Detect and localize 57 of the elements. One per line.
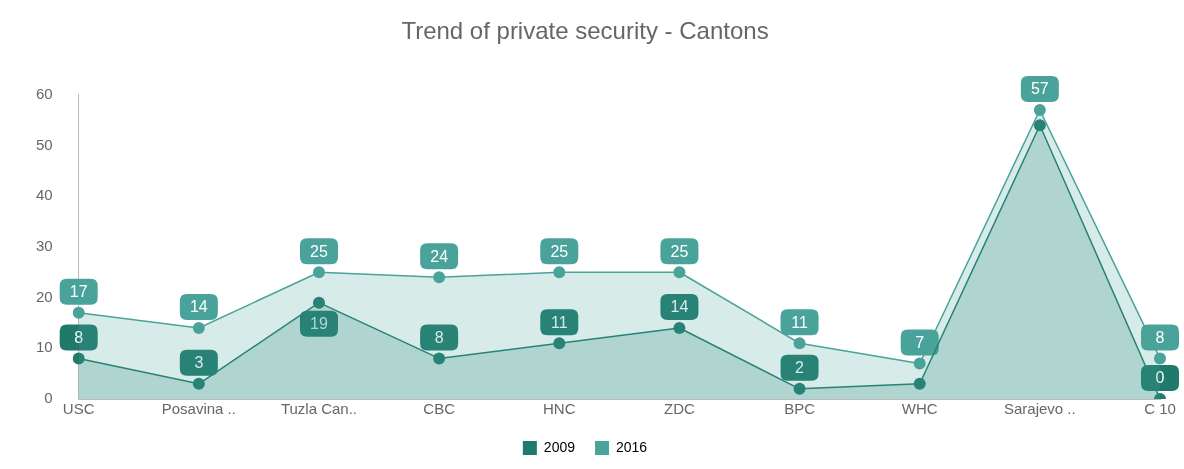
point — [433, 352, 446, 365]
data-label: 11 — [791, 313, 808, 331]
x-tick-label: CBC — [423, 400, 456, 418]
point — [673, 266, 686, 279]
data-label: 8 — [434, 328, 444, 346]
data-label: 14 — [189, 298, 208, 316]
data-label: 11 — [550, 313, 568, 331]
y-tick-label: 60 — [36, 84, 53, 102]
point — [553, 337, 566, 350]
y-tick-label: 40 — [36, 186, 53, 204]
data-label: 25 — [310, 242, 328, 260]
data-label: 8 — [74, 328, 84, 346]
data-label: 24 — [430, 247, 449, 265]
point — [192, 377, 205, 390]
x-tick-label: BPC — [784, 400, 816, 418]
point — [793, 337, 806, 350]
y-tick-label: 10 — [36, 338, 53, 356]
x-tick-label: ZDC — [664, 400, 695, 418]
data-label: 8 — [1155, 328, 1165, 346]
data-label: 25 — [670, 242, 689, 260]
point — [1033, 119, 1046, 132]
y-tick-label: 30 — [36, 237, 53, 255]
y-tick-label: 20 — [36, 287, 53, 305]
legend-label: 2009 — [543, 438, 576, 455]
point — [673, 322, 686, 335]
chart-title: Trend of private security - Cantons — [401, 17, 769, 45]
x-tick-label: C 10 — [1144, 400, 1176, 418]
data-label: 3 — [194, 354, 204, 372]
x-tick-label: Sarajevo .. — [1003, 400, 1076, 418]
data-label: 14 — [670, 298, 689, 316]
data-label: 57 — [1030, 80, 1049, 98]
x-tick-label: Tuzla Can.. — [280, 400, 358, 418]
point — [192, 322, 205, 335]
point — [913, 357, 926, 370]
point — [1033, 104, 1046, 117]
data-label: 2 — [795, 359, 805, 377]
point — [433, 271, 446, 284]
data-label: 19 — [310, 315, 328, 333]
legend-label: 2016 — [616, 438, 648, 455]
point — [913, 377, 926, 390]
point — [1154, 352, 1166, 365]
point — [312, 266, 325, 279]
point — [553, 266, 566, 279]
y-tick-label: 0 — [44, 389, 53, 407]
point — [312, 296, 325, 309]
data-label: 7 — [915, 333, 925, 351]
point — [793, 382, 806, 395]
data-label: 0 — [1155, 369, 1165, 387]
x-tick-label: HNC — [543, 400, 576, 418]
x-tick-label: Posavina .. — [161, 400, 236, 418]
x-tick-label: WHC — [901, 400, 938, 418]
data-label: 25 — [550, 242, 569, 260]
data-label: 17 — [69, 283, 88, 301]
point — [72, 352, 85, 365]
x-tick-label: USC — [62, 400, 95, 418]
point — [72, 306, 85, 319]
y-tick-label: 50 — [36, 135, 53, 153]
